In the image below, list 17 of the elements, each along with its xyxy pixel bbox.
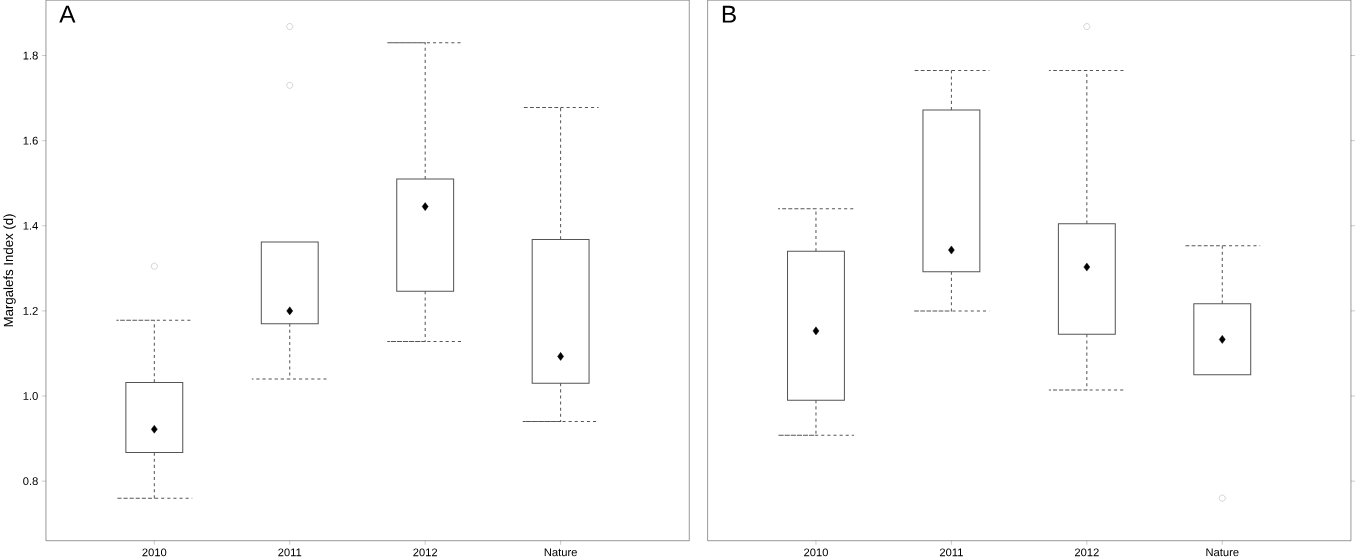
chart-title: A	[59, 5, 76, 23]
x-tick-label: 2011	[939, 548, 963, 557]
x-tick-label: 2010	[804, 548, 828, 557]
chart-title: B	[722, 5, 736, 23]
x-tick-label: 2010	[142, 548, 167, 557]
x-tick-label: 2012	[1074, 548, 1099, 557]
y-tick-label: 1.4	[23, 222, 38, 230]
y-tick-label: 0.8	[23, 477, 38, 486]
x-tick-label: Nature	[544, 548, 577, 557]
y-tick-label: 1.0	[23, 392, 38, 401]
x-tick-label: Nature	[1206, 548, 1239, 557]
y-tick-label: 1.2	[23, 307, 38, 315]
x-tick-label: 2012	[413, 548, 438, 557]
y-axis-title: Margalefs Index (d)	[3, 214, 16, 327]
y-tick-label: 1.8	[23, 51, 38, 60]
x-tick-label: 2011	[278, 548, 302, 557]
y-tick-label: 1.6	[23, 136, 38, 145]
